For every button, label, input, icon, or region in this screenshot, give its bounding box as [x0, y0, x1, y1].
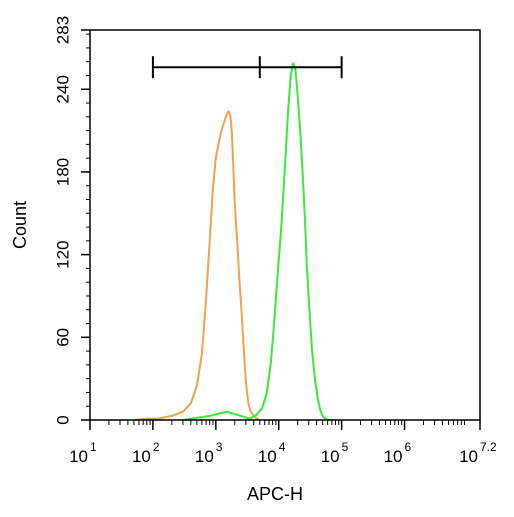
- gate-marker: [151, 56, 343, 79]
- x-tick-label-base: 10: [321, 447, 340, 466]
- y-tick-label: 240: [53, 75, 72, 103]
- x-tick-label-base: 10: [195, 447, 214, 466]
- x-tick-label-base: 10: [384, 447, 403, 466]
- x-tick-label-exponent: 7.2: [480, 440, 497, 454]
- y-axis-title: Count: [10, 201, 30, 249]
- histogram-series: [133, 62, 333, 421]
- y-tick-label: 120: [53, 240, 72, 268]
- x-tick-label-exponent: 1: [90, 440, 97, 454]
- x-tick-label-exponent: 4: [279, 440, 286, 454]
- x-tick-label-base: 10: [459, 447, 478, 466]
- x-tick-label-exponent: 3: [216, 440, 223, 454]
- y-tick-label: 180: [53, 158, 72, 186]
- x-tick-label-base: 10: [258, 447, 277, 466]
- x-axis-ticks: 10 1 10 2 10 3 10 4 10 5 10 6 10 7.2: [69, 420, 497, 466]
- y-tick-label: 0: [53, 415, 72, 424]
- x-tick-label-base: 10: [69, 447, 88, 466]
- x-tick-label-exponent: 2: [153, 440, 160, 454]
- histogram-curve-orange: [133, 110, 261, 421]
- plot-area-frame: [89, 29, 481, 421]
- x-axis-title: APC-H: [247, 484, 303, 504]
- y-axis-ticks: 0 60 120 180 240 283: [53, 16, 90, 425]
- x-tick-label-base: 10: [132, 447, 151, 466]
- x-tick-label-exponent: 6: [405, 440, 412, 454]
- y-tick-label: 60: [53, 328, 72, 347]
- histogram-curve-green: [181, 62, 333, 421]
- x-tick-label-exponent: 5: [342, 440, 349, 454]
- y-tick-label: 283: [53, 16, 72, 44]
